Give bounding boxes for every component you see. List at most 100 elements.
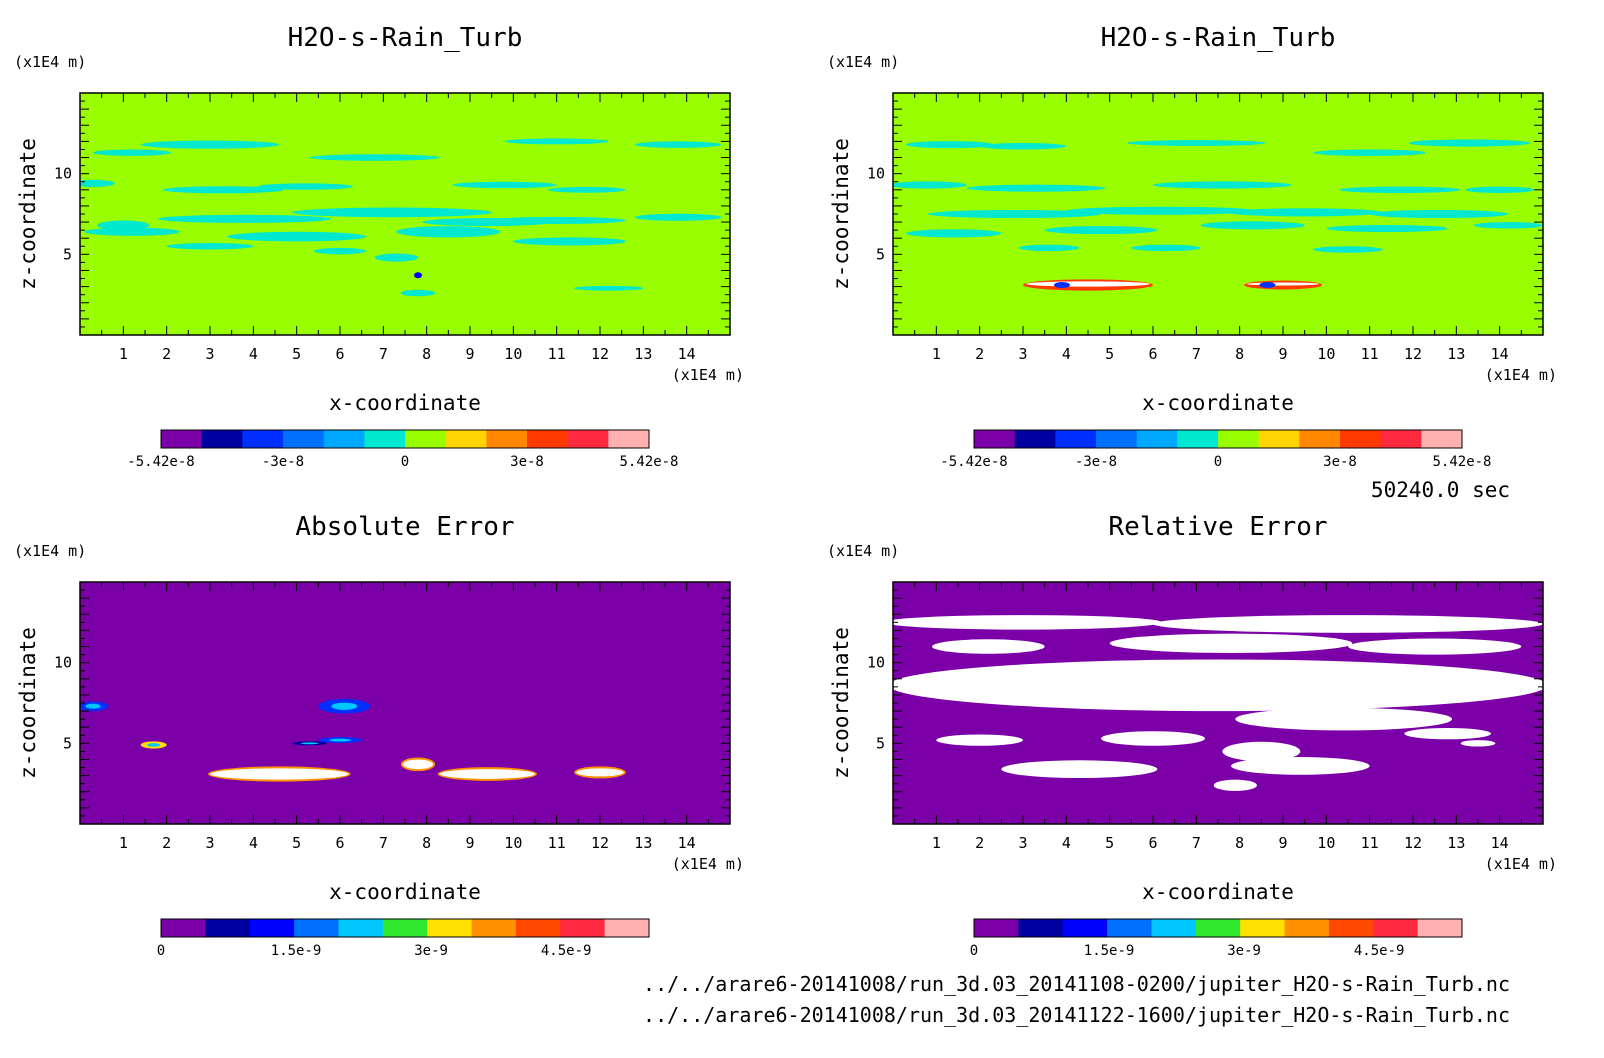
x-unit-label: (x1E4 m) — [1485, 855, 1557, 873]
colorbar-label: -3e-8 — [262, 454, 304, 470]
feature-contour — [400, 289, 436, 297]
colorbar-swatch — [1195, 919, 1241, 937]
x-tick-label: 4 — [249, 345, 258, 363]
x-tick-label: 4 — [1062, 834, 1071, 852]
colorbar-label: 4.5e-9 — [1354, 943, 1405, 959]
x-tick-label: 1 — [932, 834, 941, 852]
colorbar-swatch — [471, 919, 517, 937]
feature-contour — [513, 237, 627, 246]
chart-title: H2O-s-Rain_Turb — [288, 23, 523, 53]
colorbar-swatch — [567, 430, 609, 448]
feature-contour — [301, 742, 319, 745]
time-label: 50240.0 sec — [1371, 478, 1510, 502]
feature-contour — [292, 207, 492, 218]
y-tick-label: 10 — [54, 654, 72, 672]
x-tick-label: 14 — [1491, 345, 1509, 363]
feature-contour — [634, 213, 722, 221]
x-tick-label: 5 — [292, 345, 301, 363]
colorbar-swatch — [445, 430, 487, 448]
colorbar-swatch — [201, 430, 243, 448]
x-tick-label: 4 — [249, 834, 258, 852]
feature-contour — [158, 214, 332, 223]
feature-contour — [574, 285, 644, 291]
feature-contour — [906, 229, 1002, 238]
x-tick-label: 12 — [1404, 345, 1422, 363]
colorbar-frame — [160, 429, 650, 449]
x-tick-label: 9 — [1278, 345, 1287, 363]
colorbar-label: 0 — [970, 943, 978, 959]
minor-ticks — [893, 93, 1543, 335]
colorbar-swatch — [486, 430, 528, 448]
feature-contour — [314, 247, 366, 255]
x-tick-label: 13 — [1447, 834, 1465, 852]
x-tick-label: 14 — [1491, 834, 1509, 852]
feature-contour — [906, 141, 993, 149]
colorbar-label: 3e-8 — [1323, 454, 1357, 470]
x-tick-label: 10 — [504, 834, 522, 852]
colorbar-label: -5.42e-8 — [127, 454, 194, 470]
field-features — [80, 138, 722, 297]
x-tick-label: 11 — [1361, 834, 1379, 852]
feature-contour — [452, 181, 557, 189]
colorbar-label: 5.42e-8 — [1432, 454, 1491, 470]
feature-contour — [93, 149, 171, 156]
y-axis-label: z-coordinate — [829, 138, 853, 290]
feature-contour — [1247, 282, 1319, 286]
feature-contour — [1200, 221, 1305, 230]
x-axis-label: x-coordinate — [329, 880, 481, 904]
colorbar-swatch — [1136, 430, 1178, 448]
x-tick-label: 10 — [1317, 834, 1335, 852]
feature-contour — [1066, 206, 1257, 215]
x-tick-label: 8 — [422, 834, 431, 852]
colorbar-swatch — [242, 430, 284, 448]
feature-contour — [422, 218, 553, 227]
colorbar-swatch — [1151, 919, 1197, 937]
x-tick-label: 11 — [1361, 345, 1379, 363]
feature-contour — [1473, 222, 1543, 229]
colorbar-swatch — [338, 919, 384, 937]
x-tick-label: 6 — [335, 345, 344, 363]
colorbar-swatch — [527, 430, 569, 448]
feature-contour — [1326, 224, 1448, 233]
colorbar-swatch — [382, 919, 428, 937]
x-tick-label: 7 — [379, 834, 388, 852]
feature-contour — [162, 186, 284, 194]
x-tick-label: 8 — [1235, 834, 1244, 852]
feature-contour — [504, 138, 609, 145]
x-tick-label: 4 — [1062, 345, 1071, 363]
colorbar-swatch — [294, 919, 339, 937]
colorbar: -5.42e-8 -3e-8 0 3e-8 5.42e-8 — [127, 429, 679, 470]
colorbar-swatch — [974, 919, 1019, 937]
colorbar-label: -5.42e-8 — [940, 454, 1007, 470]
colorbar-swatch — [1284, 919, 1330, 937]
colorbar: -5.42e-8 -3e-8 0 3e-8 5.42e-8 — [940, 429, 1492, 470]
feature-contour — [634, 141, 722, 148]
feature-contour — [548, 186, 626, 193]
x-tick-label: 11 — [548, 834, 566, 852]
colorbar-label: -3e-8 — [1075, 454, 1117, 470]
colorbar-swatch — [405, 430, 447, 448]
feature-contour — [1313, 246, 1383, 253]
x-tick-label: 3 — [1018, 345, 1027, 363]
feature-contour — [1313, 149, 1426, 156]
x-tick-label: 8 — [1235, 345, 1244, 363]
y-tick-label: 5 — [63, 734, 72, 752]
feature-contour — [414, 272, 422, 279]
colorbar-swatch — [1240, 919, 1286, 937]
colorbar-swatch — [364, 430, 406, 448]
colorbar-swatch — [1328, 919, 1374, 937]
feature-contour — [402, 759, 434, 770]
x-unit-label: (x1E4 m) — [1485, 366, 1557, 384]
y-unit-label: (x1E4 m) — [14, 53, 86, 71]
minor-ticks — [80, 93, 730, 335]
colorbar-swatch — [205, 919, 251, 937]
x-tick-label: 9 — [1278, 834, 1287, 852]
feature-contour — [1026, 281, 1150, 287]
colorbar-label: 1.5e-9 — [1084, 943, 1135, 959]
feature-contour — [576, 768, 624, 777]
x-tick-label: 1 — [119, 834, 128, 852]
x-tick-label: 10 — [1317, 345, 1335, 363]
x-tick-label: 5 — [292, 834, 301, 852]
